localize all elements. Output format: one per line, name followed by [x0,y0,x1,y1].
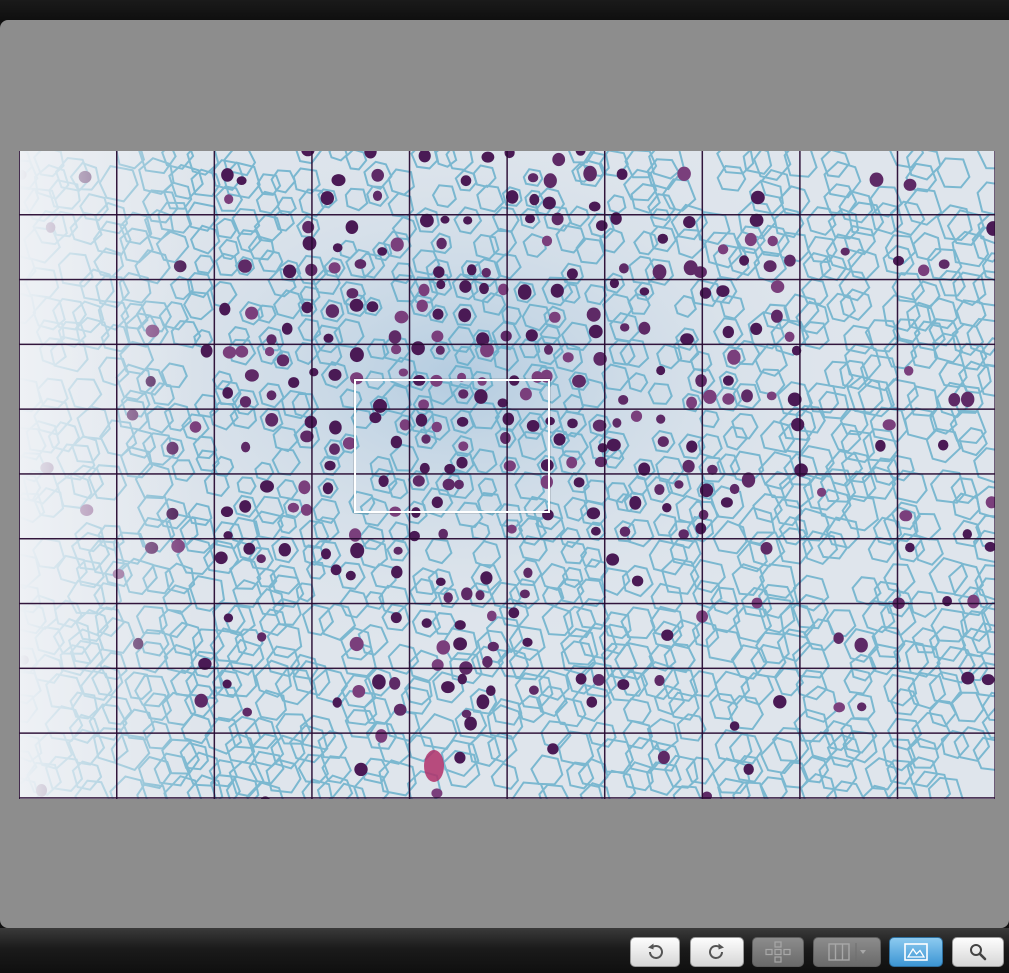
micrograph-image[interactable] [19,151,995,799]
layout-button[interactable] [752,937,804,967]
magnifier-icon [970,944,987,961]
selection-rectangle[interactable] [354,379,550,513]
panels-dropdown-icon [828,943,866,961]
bottom-toolbar [0,928,1009,973]
layout-grid-icon [765,941,791,963]
viewer-panel [0,20,1009,928]
rotate-left-icon [648,943,663,959]
rotate-right-button[interactable] [690,937,744,967]
rotate-left-button[interactable] [630,937,680,967]
panels-button[interactable] [813,937,881,967]
image-view-button[interactable] [889,937,943,967]
image-icon [904,943,928,961]
rotate-right-icon [709,943,724,959]
top-strip [0,0,1009,22]
zoom-button[interactable] [952,937,1004,967]
